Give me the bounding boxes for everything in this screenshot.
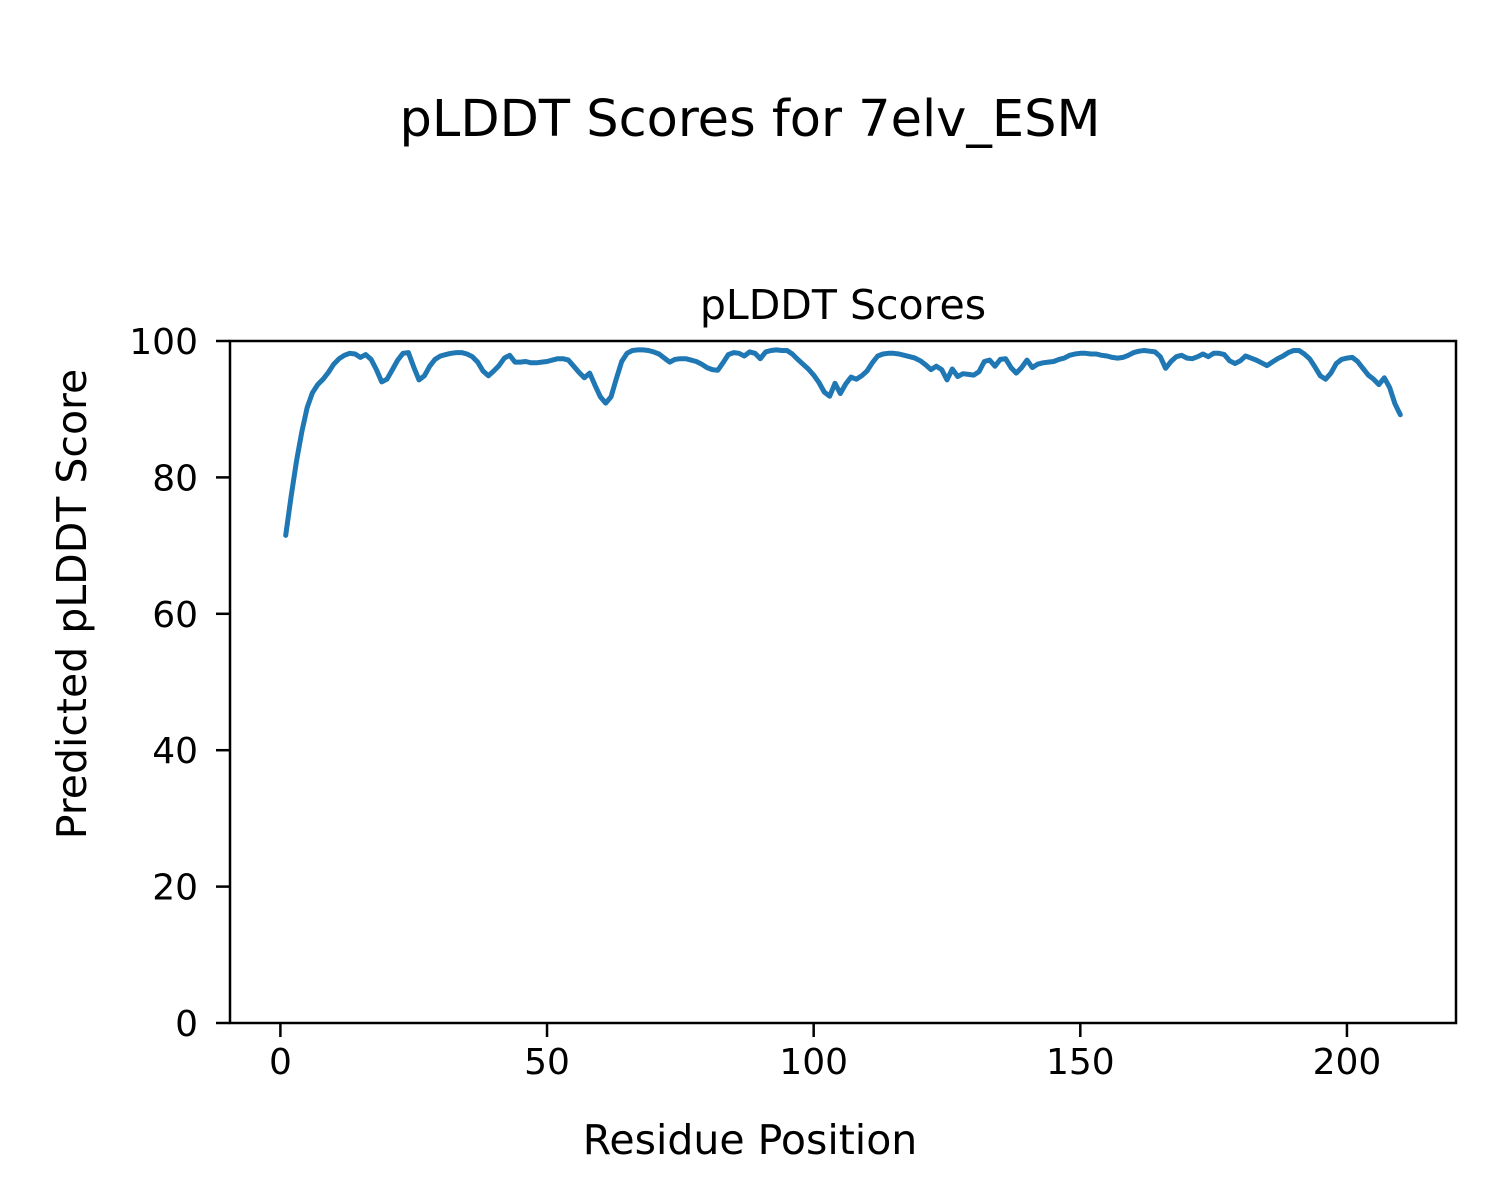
y-tick-label: 0 [175,1004,198,1045]
x-tick-label: 0 [269,1042,292,1083]
y-tick-label: 80 [152,458,198,499]
x-tick-label: 100 [779,1042,848,1083]
x-axis-label: Residue Position [582,1116,918,1164]
plddt-line [283,347,1403,538]
y-tick-label: 40 [152,731,198,772]
axes-title: pLDDT Scores [699,281,987,329]
x-tick-label: 200 [1313,1042,1382,1083]
y-tick-label: 100 [129,322,198,363]
y-tick-label: 20 [152,868,198,909]
axes-spines [228,339,1458,1025]
figure-title: pLDDT Scores for 7elv_ESM [399,90,1101,149]
y-tick-label: 60 [152,595,198,636]
x-tick-label: 150 [1046,1042,1115,1083]
x-tick-label: 50 [524,1042,570,1083]
